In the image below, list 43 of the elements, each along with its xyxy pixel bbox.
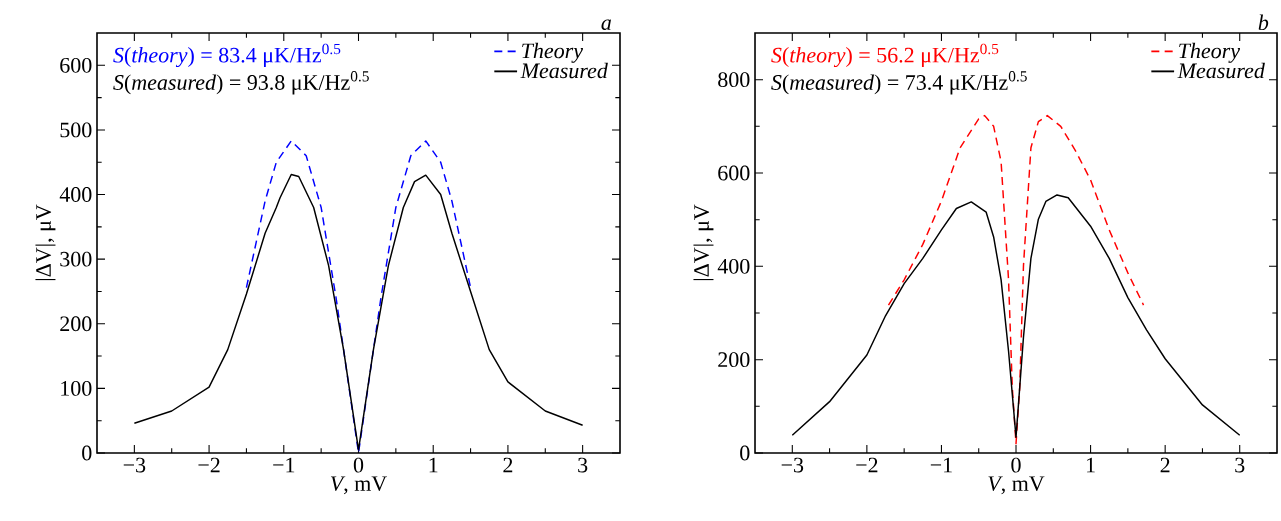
x-tick-label: −2 <box>856 457 878 473</box>
annotation: S(measured) = 93.8 μK/Hz$^{0.5}$ <box>113 71 369 95</box>
y-tick-label: 400 <box>717 258 750 274</box>
legend-label: Theory <box>1179 42 1241 63</box>
y-tick-label: 400 <box>59 187 92 202</box>
y-axis-title: |ΔV|, μV <box>693 204 714 281</box>
annotation: S(theory) = 56.2 μK/Hz$^{0.5}$ <box>771 43 999 68</box>
x-tick-label: 3 <box>1235 457 1245 473</box>
x-tick-label: −1 <box>930 457 952 473</box>
line-series <box>245 140 472 454</box>
y-tick-label: 200 <box>718 352 750 368</box>
legend-label: Theory <box>522 42 583 63</box>
legend-label: Measured <box>1177 62 1265 79</box>
y-tick-label: 500 <box>60 122 92 138</box>
legend-label: Measured <box>520 62 608 79</box>
line-series <box>791 194 1241 438</box>
text: a <box>601 19 611 31</box>
x-axis-title: V, mV <box>988 476 1045 495</box>
y-tick-label: 200 <box>60 316 92 332</box>
y-tick-label: 300 <box>60 251 92 267</box>
x-tick-label: 0 <box>1011 457 1021 473</box>
y-tick-label: 600 <box>718 165 750 181</box>
y-tick-label: 0 <box>740 445 750 461</box>
y-tick-label: 100 <box>61 380 92 396</box>
x-tick-label: −3 <box>123 457 146 473</box>
x-tick-label: −1 <box>273 457 295 473</box>
x-axis-title: V, mV <box>330 476 387 495</box>
y-tick-label: 600 <box>60 57 92 73</box>
annotation: S(theory) = 83.4 μK/Hz$^{0.5}$ <box>113 43 341 68</box>
line-series <box>887 114 1145 445</box>
x-tick-label: 1 <box>429 457 438 473</box>
x-tick-label: −3 <box>781 457 804 473</box>
y-tick-label: 800 <box>718 72 750 88</box>
text: b <box>1258 14 1269 31</box>
y-axis-title: |ΔV|, μV <box>35 204 56 281</box>
x-tick-label: 1 <box>1087 457 1095 473</box>
x-tick-label: 3 <box>578 457 588 473</box>
x-tick-label: 0 <box>353 457 364 473</box>
x-tick-label: 2 <box>503 457 513 473</box>
x-tick-label: −2 <box>198 457 220 473</box>
x-tick-label: 2 <box>1160 457 1170 473</box>
annotation: S(measured) = 73.4 μK/Hz$^{0.5}$ <box>771 71 1027 95</box>
y-tick-label: 0 <box>82 445 92 461</box>
